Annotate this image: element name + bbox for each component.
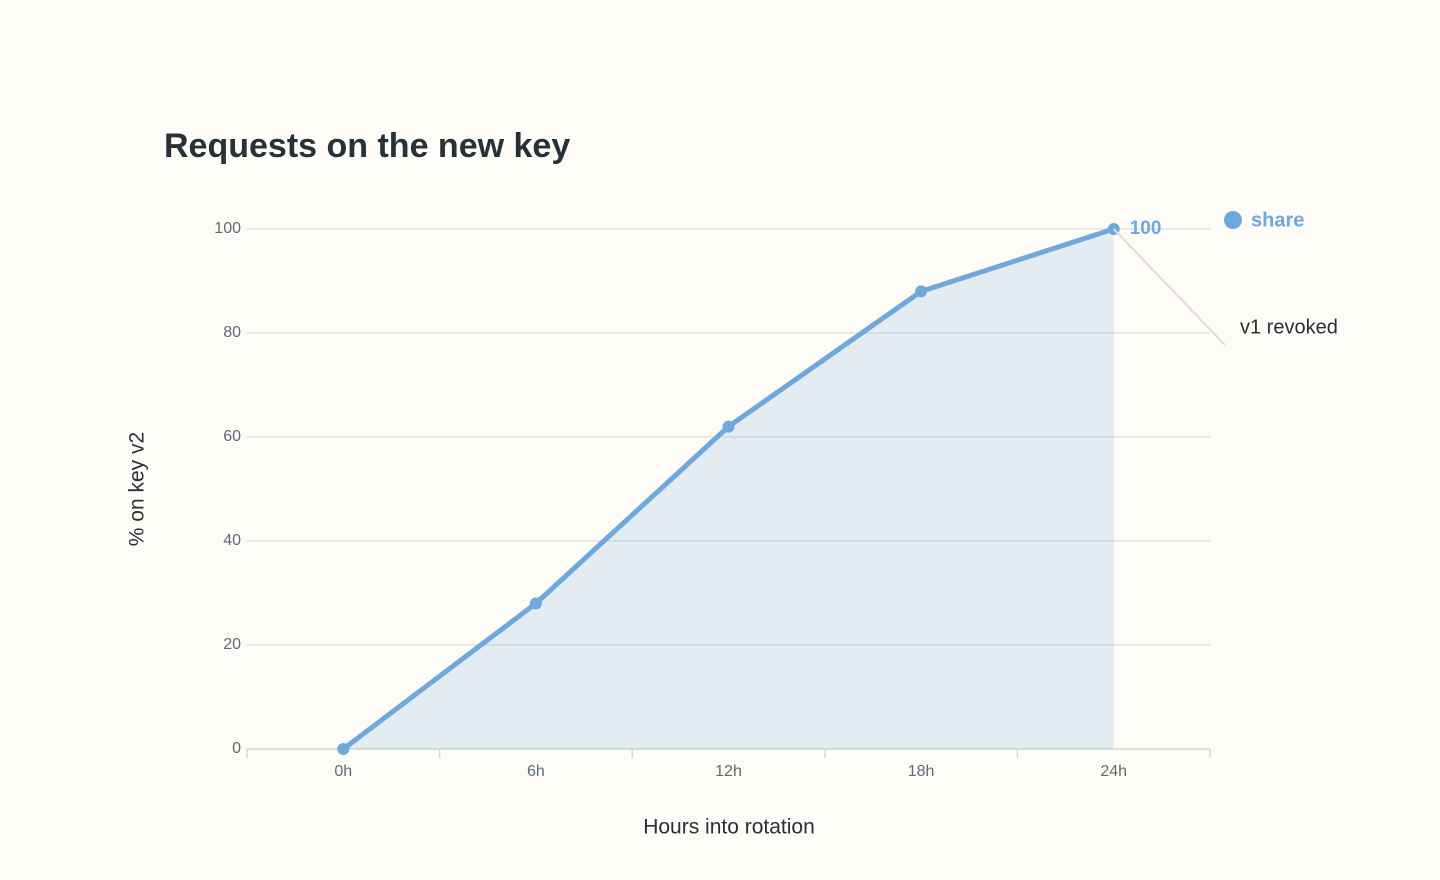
y-axis-label: % on key v2	[126, 432, 149, 546]
y-tick-label: 20	[223, 636, 241, 653]
x-tick-label: 18h	[908, 763, 935, 780]
x-axis-label: Hours into rotation	[643, 816, 815, 839]
x-tick-label: 6h	[527, 763, 545, 780]
legend-label: share	[1251, 209, 1304, 231]
y-tick-label: 40	[223, 532, 241, 549]
point	[722, 420, 735, 433]
annotation-leader	[1112, 228, 1226, 346]
legend-marker	[1224, 211, 1242, 229]
annotation: v1 revoked	[1240, 316, 1338, 338]
y-tick-label: 60	[223, 428, 241, 445]
x-tick-label: 24h	[1100, 763, 1127, 780]
data-label: 100	[1130, 218, 1162, 239]
x-tick-label: 12h	[715, 763, 742, 780]
x-tick-label: 0h	[334, 763, 352, 780]
point	[915, 285, 928, 298]
point	[529, 597, 542, 610]
y-tick-label: 0	[232, 740, 241, 757]
area	[343, 229, 1114, 749]
chart-title: Requests on the new key	[164, 127, 570, 165]
y-tick-label: 80	[223, 324, 241, 341]
y-tick-label: 100	[214, 220, 241, 237]
point	[337, 743, 350, 755]
